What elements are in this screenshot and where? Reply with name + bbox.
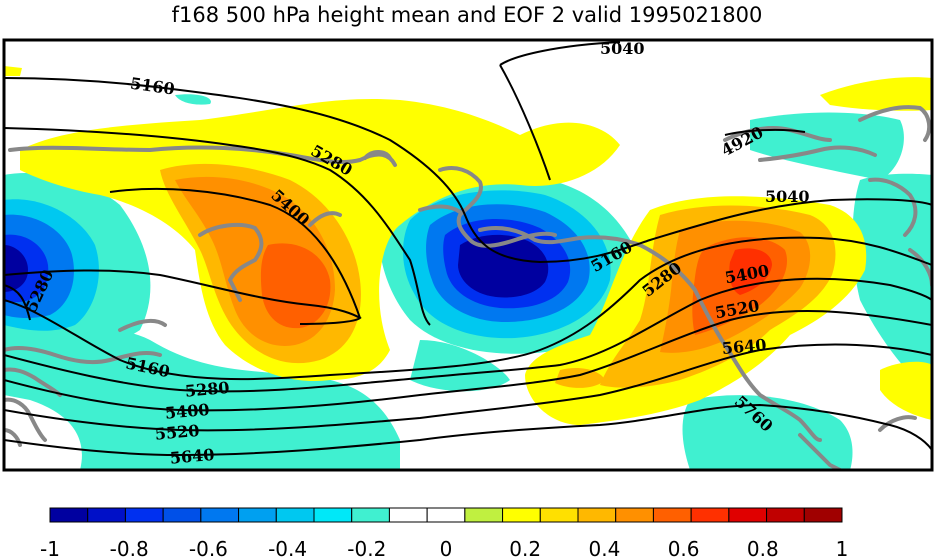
colorbar-tick-label: 0.2 bbox=[509, 537, 541, 558]
colorbar-box bbox=[728, 507, 768, 523]
colorbar-tick-label: 0.8 bbox=[747, 537, 779, 558]
colorbar-box bbox=[615, 507, 654, 523]
contour-label: 5040 bbox=[765, 187, 810, 206]
height-contours bbox=[4, 41, 932, 457]
colorbar-box bbox=[275, 507, 315, 523]
contour-label: 5640 bbox=[721, 335, 767, 358]
colorbar-tick-label: 0.4 bbox=[588, 537, 620, 558]
colorbar-box bbox=[238, 507, 277, 523]
colorbar-box bbox=[313, 507, 353, 523]
colorbar-ticks: -1 -0.8 -0.6 -0.4 -0.2 0 0.2 0.4 0.6 0.8 1 bbox=[40, 537, 848, 558]
colorbar-tick-label: -0.8 bbox=[110, 537, 149, 558]
contour-labels: 5040 4920 5040 5160 5160 5280 5400 5280 … bbox=[21, 39, 810, 468]
contour-label: 5400 bbox=[164, 400, 210, 423]
colorbar-tick-label: -0.6 bbox=[189, 537, 228, 558]
colorbar-box bbox=[351, 507, 390, 523]
colorbar-box bbox=[124, 507, 164, 523]
map-frame bbox=[2, 38, 934, 472]
colorbar-box bbox=[539, 507, 579, 523]
colorbar-box bbox=[652, 507, 692, 523]
contour-label: 5040 bbox=[600, 39, 645, 58]
colorbar-box bbox=[87, 507, 126, 523]
coastlines bbox=[4, 105, 932, 470]
colorbar-box bbox=[464, 507, 504, 523]
page-title: f168 500 hPa height mean and EOF 2 valid… bbox=[171, 3, 763, 27]
colorbar-tick-label: -1 bbox=[40, 537, 60, 558]
colorbar-tick-label: 0.6 bbox=[668, 537, 700, 558]
colorbar-box bbox=[162, 507, 202, 523]
colorbar-box bbox=[803, 507, 843, 523]
colorbar-tick-label: -0.4 bbox=[268, 537, 307, 558]
colorbar-boxes bbox=[49, 507, 843, 523]
colorbar-tick-label: 1 bbox=[836, 537, 849, 558]
contour-label: 5640 bbox=[169, 445, 215, 468]
colorbar-box bbox=[200, 507, 240, 523]
contour-label: 5520 bbox=[154, 421, 200, 444]
colorbar-box bbox=[502, 507, 541, 523]
colorbar-tick-label: 0 bbox=[440, 537, 453, 558]
anomaly-fill bbox=[4, 66, 932, 470]
colorbar-box bbox=[577, 507, 617, 523]
contour-label: 5280 bbox=[184, 378, 230, 401]
colorbar-box bbox=[388, 507, 428, 523]
colorbar-box bbox=[426, 507, 466, 523]
colorbar-tick-label: -0.2 bbox=[347, 537, 386, 558]
colorbar-box bbox=[766, 507, 805, 523]
colorbar-box bbox=[690, 507, 730, 523]
colorbar-box bbox=[49, 507, 89, 523]
